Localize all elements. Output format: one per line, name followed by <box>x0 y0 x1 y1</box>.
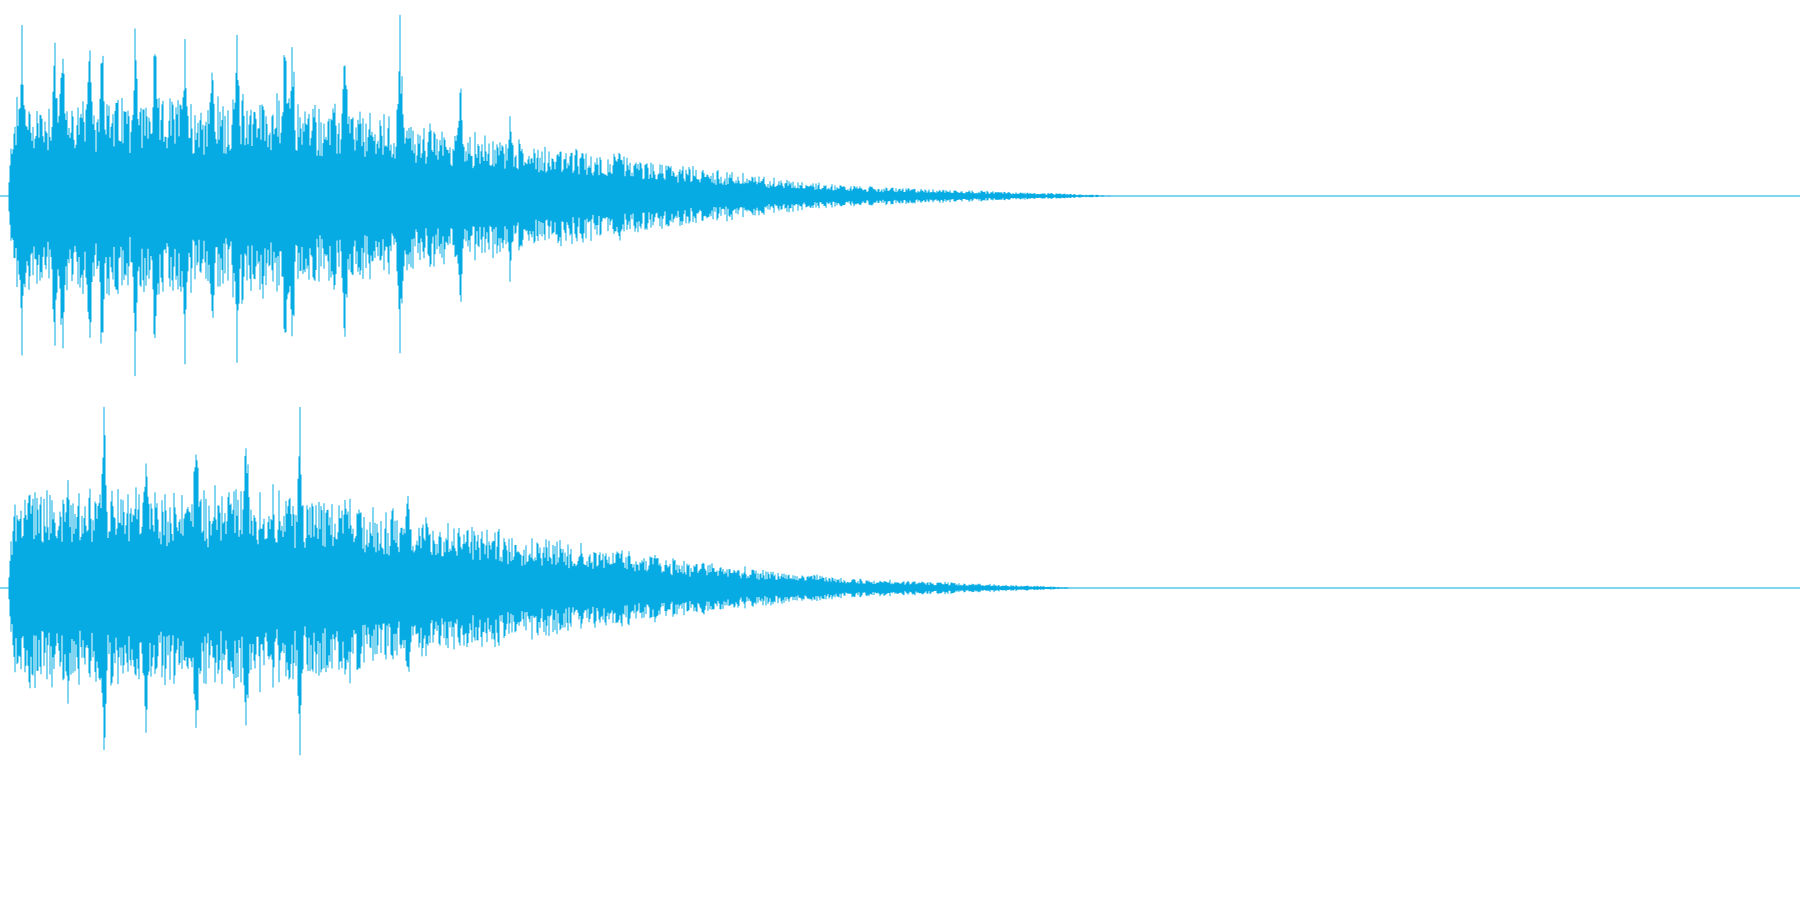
waveform-samples <box>8 406 1088 756</box>
waveform-samples <box>8 14 1129 377</box>
waveform-channel-right[interactable] <box>0 406 1800 756</box>
waveform-channel-left[interactable] <box>0 14 1800 377</box>
